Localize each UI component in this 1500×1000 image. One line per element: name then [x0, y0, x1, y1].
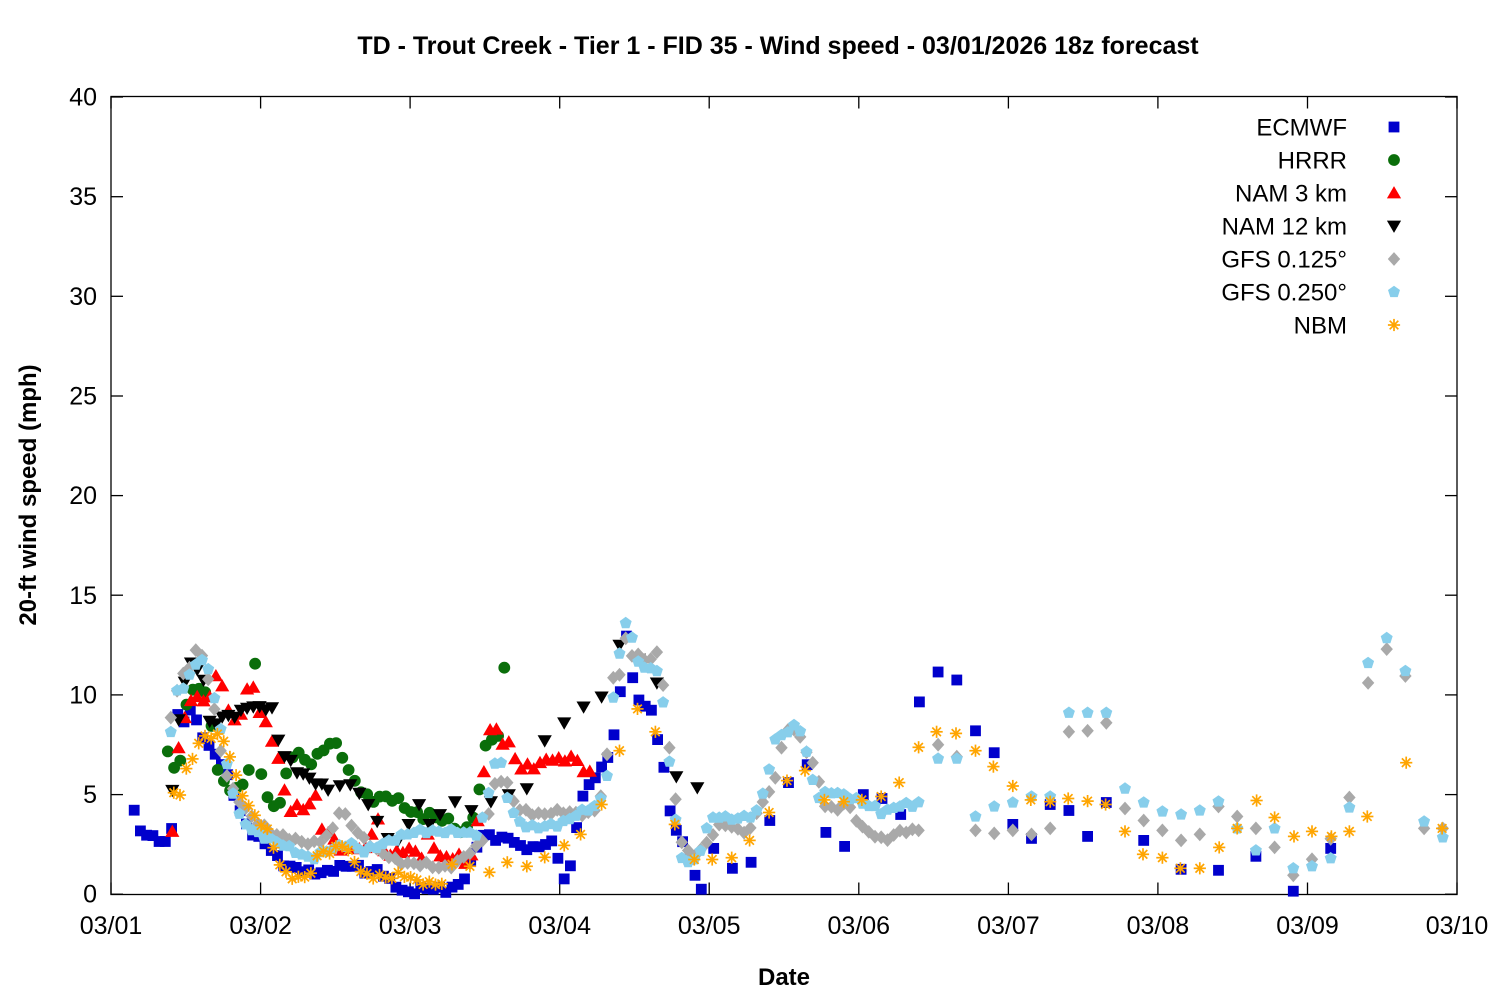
svg-text:HRRR: HRRR [1278, 148, 1347, 175]
svg-text:NAM 12 km: NAM 12 km [1222, 214, 1347, 241]
svg-text:03/05: 03/05 [678, 912, 741, 940]
svg-text:03/10: 03/10 [1426, 912, 1489, 940]
svg-text:20-ft wind speed (mph): 20-ft wind speed (mph) [15, 364, 42, 625]
svg-text:03/08: 03/08 [1127, 912, 1190, 940]
svg-text:10: 10 [69, 681, 97, 709]
svg-text:15: 15 [69, 582, 97, 610]
svg-text:GFS 0.250°: GFS 0.250° [1221, 280, 1347, 307]
svg-text:0: 0 [83, 881, 97, 909]
svg-text:Date: Date [758, 964, 810, 991]
svg-text:25: 25 [69, 383, 97, 411]
svg-text:NBM: NBM [1294, 313, 1347, 340]
svg-text:ECMWF: ECMWF [1256, 115, 1347, 142]
svg-text:5: 5 [83, 781, 97, 809]
svg-text:35: 35 [69, 183, 97, 211]
svg-text:03/01: 03/01 [80, 912, 143, 940]
svg-text:03/06: 03/06 [828, 912, 891, 940]
svg-text:03/04: 03/04 [528, 912, 591, 940]
svg-text:GFS 0.125°: GFS 0.125° [1221, 247, 1347, 274]
svg-text:03/02: 03/02 [229, 912, 292, 940]
svg-text:03/03: 03/03 [379, 912, 442, 940]
svg-text:NAM 3 km: NAM 3 km [1235, 181, 1347, 208]
svg-text:03/09: 03/09 [1276, 912, 1339, 940]
svg-text:40: 40 [69, 84, 97, 112]
svg-text:20: 20 [69, 482, 97, 510]
svg-text:30: 30 [69, 283, 97, 311]
svg-text:TD - Trout Creek - Tier 1 - FI: TD - Trout Creek - Tier 1 - FID 35 - Win… [357, 32, 1199, 60]
svg-text:03/07: 03/07 [977, 912, 1040, 940]
